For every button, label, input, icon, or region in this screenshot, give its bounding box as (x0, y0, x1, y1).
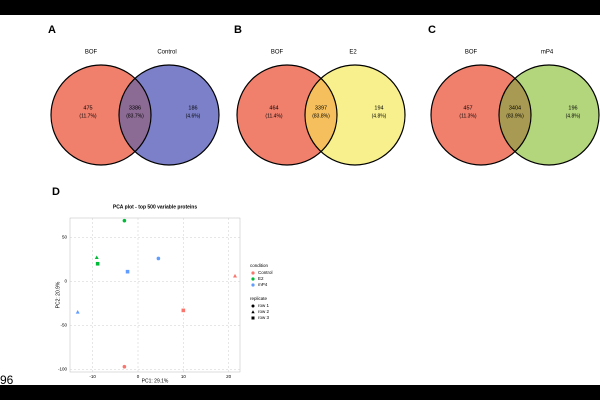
percent-label: (83.9%) (506, 113, 524, 119)
venn-outline (304, 64, 406, 166)
chart-title: PCA plot - top 500 variable proteins (113, 204, 197, 210)
percent-label: (11.4%) (265, 113, 282, 119)
percent-label: (4.8%) (566, 113, 581, 119)
count-label: 464 (269, 105, 278, 111)
percent-label: (11.3%) (459, 113, 476, 119)
percent-label: (83.7%) (126, 113, 144, 119)
x-axis-title: PC1: 29.1% (142, 378, 169, 384)
legend-title: condition (250, 263, 269, 268)
set-label: BOF (271, 50, 284, 56)
panel-label: D (52, 186, 60, 198)
set-label: Control (157, 50, 176, 56)
data-point (122, 218, 127, 223)
count-label: 457 (463, 105, 472, 111)
legend-label: mP4 (258, 282, 268, 287)
set-label: E2 (349, 50, 357, 56)
legend-label: E2 (258, 276, 264, 281)
panel-label: A (48, 24, 56, 36)
data-point (181, 308, 186, 313)
set-label: BOF (465, 50, 478, 56)
legend-label: row 1 (258, 303, 270, 308)
bottom-bar (0, 385, 600, 400)
legend-key (251, 277, 255, 281)
count-label: 3397 (315, 105, 327, 111)
data-point (122, 364, 127, 369)
legend-key (251, 304, 255, 308)
x-tick-label: 10 (181, 374, 187, 379)
legend-label: row 3 (258, 315, 270, 320)
legend-label: Control (258, 270, 273, 275)
data-point (75, 310, 80, 314)
venn-outline (50, 64, 152, 166)
percent-label: (83.8%) (312, 113, 330, 119)
percent-label: (4.6%) (186, 113, 201, 119)
legend-key (251, 316, 255, 320)
venn-outline (498, 64, 600, 166)
count-label: 186 (188, 105, 197, 111)
y-axis-title: PC2: 20.9% (55, 281, 61, 308)
set-label: mP4 (541, 50, 554, 56)
count-label: 194 (374, 105, 383, 111)
y-tick-label: -100 (58, 367, 68, 372)
venn-outline (236, 64, 338, 166)
data-point (95, 261, 100, 266)
venn-outline (430, 64, 532, 166)
y-tick-label: -50 (60, 323, 67, 328)
top-bar (0, 0, 600, 15)
data-point (156, 256, 161, 261)
data-point (125, 269, 130, 274)
x-tick-label: 20 (226, 374, 232, 379)
plot-area (69, 217, 241, 373)
legend-key (251, 310, 255, 314)
legend-label: row 2 (258, 309, 270, 314)
panel-label: C (428, 24, 436, 36)
y-tick-label: 50 (62, 235, 68, 240)
panel-label: B (234, 24, 242, 36)
count-label: 196 (568, 105, 577, 111)
data-point (233, 273, 237, 278)
percent-label: (4.8%) (372, 113, 387, 119)
percent-label: (11.7%) (79, 113, 96, 119)
x-tick-label: 0 (137, 374, 140, 379)
data-point (94, 255, 99, 260)
page-number: 96 (0, 373, 14, 387)
count-label: 475 (83, 105, 92, 111)
y-tick-label: 0 (64, 279, 67, 284)
set-label: BOF (85, 50, 98, 56)
legend-key (251, 271, 255, 275)
legend-title: replicate (250, 296, 268, 301)
count-label: 3404 (509, 105, 521, 111)
x-tick-label: -10 (89, 374, 96, 379)
legend-key (251, 283, 255, 287)
count-label: 3386 (129, 105, 141, 111)
venn-outline (118, 64, 220, 166)
